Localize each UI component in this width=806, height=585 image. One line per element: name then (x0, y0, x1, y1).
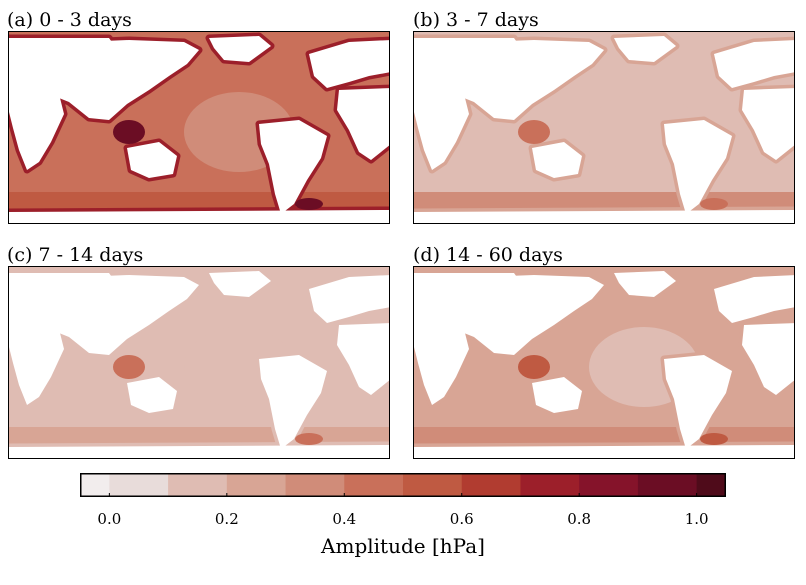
colorbar-tick-3: 0.6 (449, 510, 474, 528)
land-antarctica (9, 445, 389, 458)
land-greenland (614, 36, 676, 62)
land-greenland (209, 36, 271, 62)
hotspot-maritime (518, 355, 550, 379)
land-africa-east (337, 323, 389, 395)
colorbar-frame (80, 473, 726, 497)
land-asia (9, 38, 119, 92)
land-greenland (209, 271, 271, 297)
land-africa-east (742, 323, 794, 395)
colorbar-segment (696, 473, 726, 497)
coastal-amplitude-rim (9, 441, 389, 458)
map-svg (414, 32, 794, 223)
land-antarctica (9, 210, 389, 223)
land-africa (9, 315, 64, 405)
panel-d-map (413, 266, 795, 459)
coastal-amplitude-rim (414, 441, 794, 458)
land-south-america (259, 120, 327, 214)
panel-d-title: (d) 14 - 60 days (413, 244, 563, 266)
land-africa (9, 80, 64, 170)
colorbar-segment (109, 473, 169, 497)
colorbar-tick-0: 0.0 (97, 510, 122, 528)
land-africa-east (337, 88, 389, 160)
hotspot-southern (295, 198, 323, 210)
colorbar-segment (520, 473, 580, 497)
land-asia (414, 273, 524, 327)
hotspot-southern (295, 433, 323, 445)
land-australia (532, 377, 582, 413)
land-europe (714, 40, 794, 88)
panel-b-title: (b) 3 - 7 days (413, 9, 539, 31)
panel-a-title: (a) 0 - 3 days (7, 9, 132, 31)
land-africa (414, 80, 469, 170)
colorbar-segment (168, 473, 228, 497)
colorbar-segment (285, 473, 345, 497)
hotspot-maritime (113, 355, 145, 379)
map-svg (414, 267, 794, 458)
land-south-america (664, 355, 732, 449)
land-antarctica (414, 445, 794, 458)
hotspot-southern (700, 198, 728, 210)
colorbar-segment (80, 473, 110, 497)
colorbar (80, 473, 726, 497)
panel-b-map (413, 31, 795, 224)
land-europe (309, 275, 389, 323)
land-africa-east (742, 88, 794, 160)
panel-c-map (8, 266, 390, 459)
hotspot-maritime (518, 120, 550, 144)
panel-c-title: (c) 7 - 14 days (7, 244, 144, 266)
land-europe (309, 40, 389, 88)
land-asia (414, 38, 524, 92)
colorbar-segment (403, 473, 463, 497)
land-south-america (664, 120, 732, 214)
land-africa (414, 315, 469, 405)
colorbar-segment (226, 473, 286, 497)
colorbar-label: Amplitude [hPa] (321, 534, 485, 558)
land-australia (532, 142, 582, 178)
colorbar-segment (579, 473, 639, 497)
land-south-america (259, 355, 327, 449)
land-antarctica (414, 210, 794, 223)
colorbar-segment (344, 473, 404, 497)
colorbar-segment (461, 473, 521, 497)
colorbar-tick-2: 0.4 (332, 510, 357, 528)
colorbar-tick-4: 0.8 (567, 510, 592, 528)
land-europe (714, 275, 794, 323)
colorbar-tick-1: 0.2 (214, 510, 239, 528)
land-australia (127, 142, 177, 178)
land-greenland (614, 271, 676, 297)
map-svg (9, 32, 389, 223)
colorbar-segment (637, 473, 698, 497)
map-svg (9, 267, 389, 458)
panel-a-map (8, 31, 390, 224)
land-asia (9, 273, 119, 327)
hotspot-southern (700, 433, 728, 445)
hotspot-maritime (113, 120, 145, 144)
land-australia (127, 377, 177, 413)
colorbar-tick-5: 1.0 (684, 510, 709, 528)
